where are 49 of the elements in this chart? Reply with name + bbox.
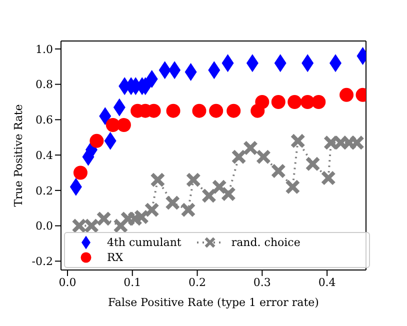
point (255, 95, 270, 110)
point (286, 180, 300, 194)
point (181, 202, 196, 217)
point (321, 171, 336, 186)
point (72, 218, 86, 233)
point (96, 212, 111, 226)
y-tick-label: 1.0 (36, 42, 53, 56)
y-tick-label: 0.4 (36, 148, 53, 162)
x-tick-label: 0.2 (188, 276, 206, 289)
legend-label: rand. choice (231, 236, 300, 249)
point (271, 95, 286, 110)
point (288, 95, 302, 110)
x-axis-title: False Positive Rate (type 1 error rate) (108, 296, 319, 309)
point (134, 210, 148, 224)
point (340, 88, 354, 102)
y-tick-label: 0.2 (36, 184, 53, 198)
y-tick-label: 0.0 (36, 220, 53, 233)
point (192, 104, 206, 118)
point (116, 118, 131, 132)
point (73, 166, 88, 180)
legend-label: 4th cumulant (107, 236, 182, 249)
point (312, 95, 326, 110)
point (166, 104, 180, 118)
point (290, 134, 305, 148)
x-tick-label: 0.3 (253, 276, 271, 289)
point (350, 136, 364, 150)
point (243, 140, 258, 155)
point (84, 218, 98, 233)
point (271, 164, 286, 178)
point (186, 172, 200, 187)
y-tick-label: -0.2 (32, 255, 53, 268)
point (166, 196, 180, 210)
y-axis-title: True Positive Rate (12, 104, 25, 207)
point (150, 172, 165, 187)
x-tick-label: 0.1 (124, 276, 142, 289)
x-tick-label: 0.4 (318, 276, 336, 289)
point (90, 134, 104, 148)
point (306, 156, 320, 171)
point (226, 104, 241, 118)
x-tick-label: 0.0 (58, 276, 76, 289)
point (144, 202, 159, 217)
y-tick-label: 0.8 (36, 78, 53, 92)
point (202, 188, 216, 203)
point (209, 104, 224, 118)
point (256, 150, 270, 164)
y-tick-label: 0.6 (36, 114, 53, 127)
point (221, 186, 236, 201)
point (232, 150, 246, 164)
legend-label: RX (107, 251, 124, 264)
